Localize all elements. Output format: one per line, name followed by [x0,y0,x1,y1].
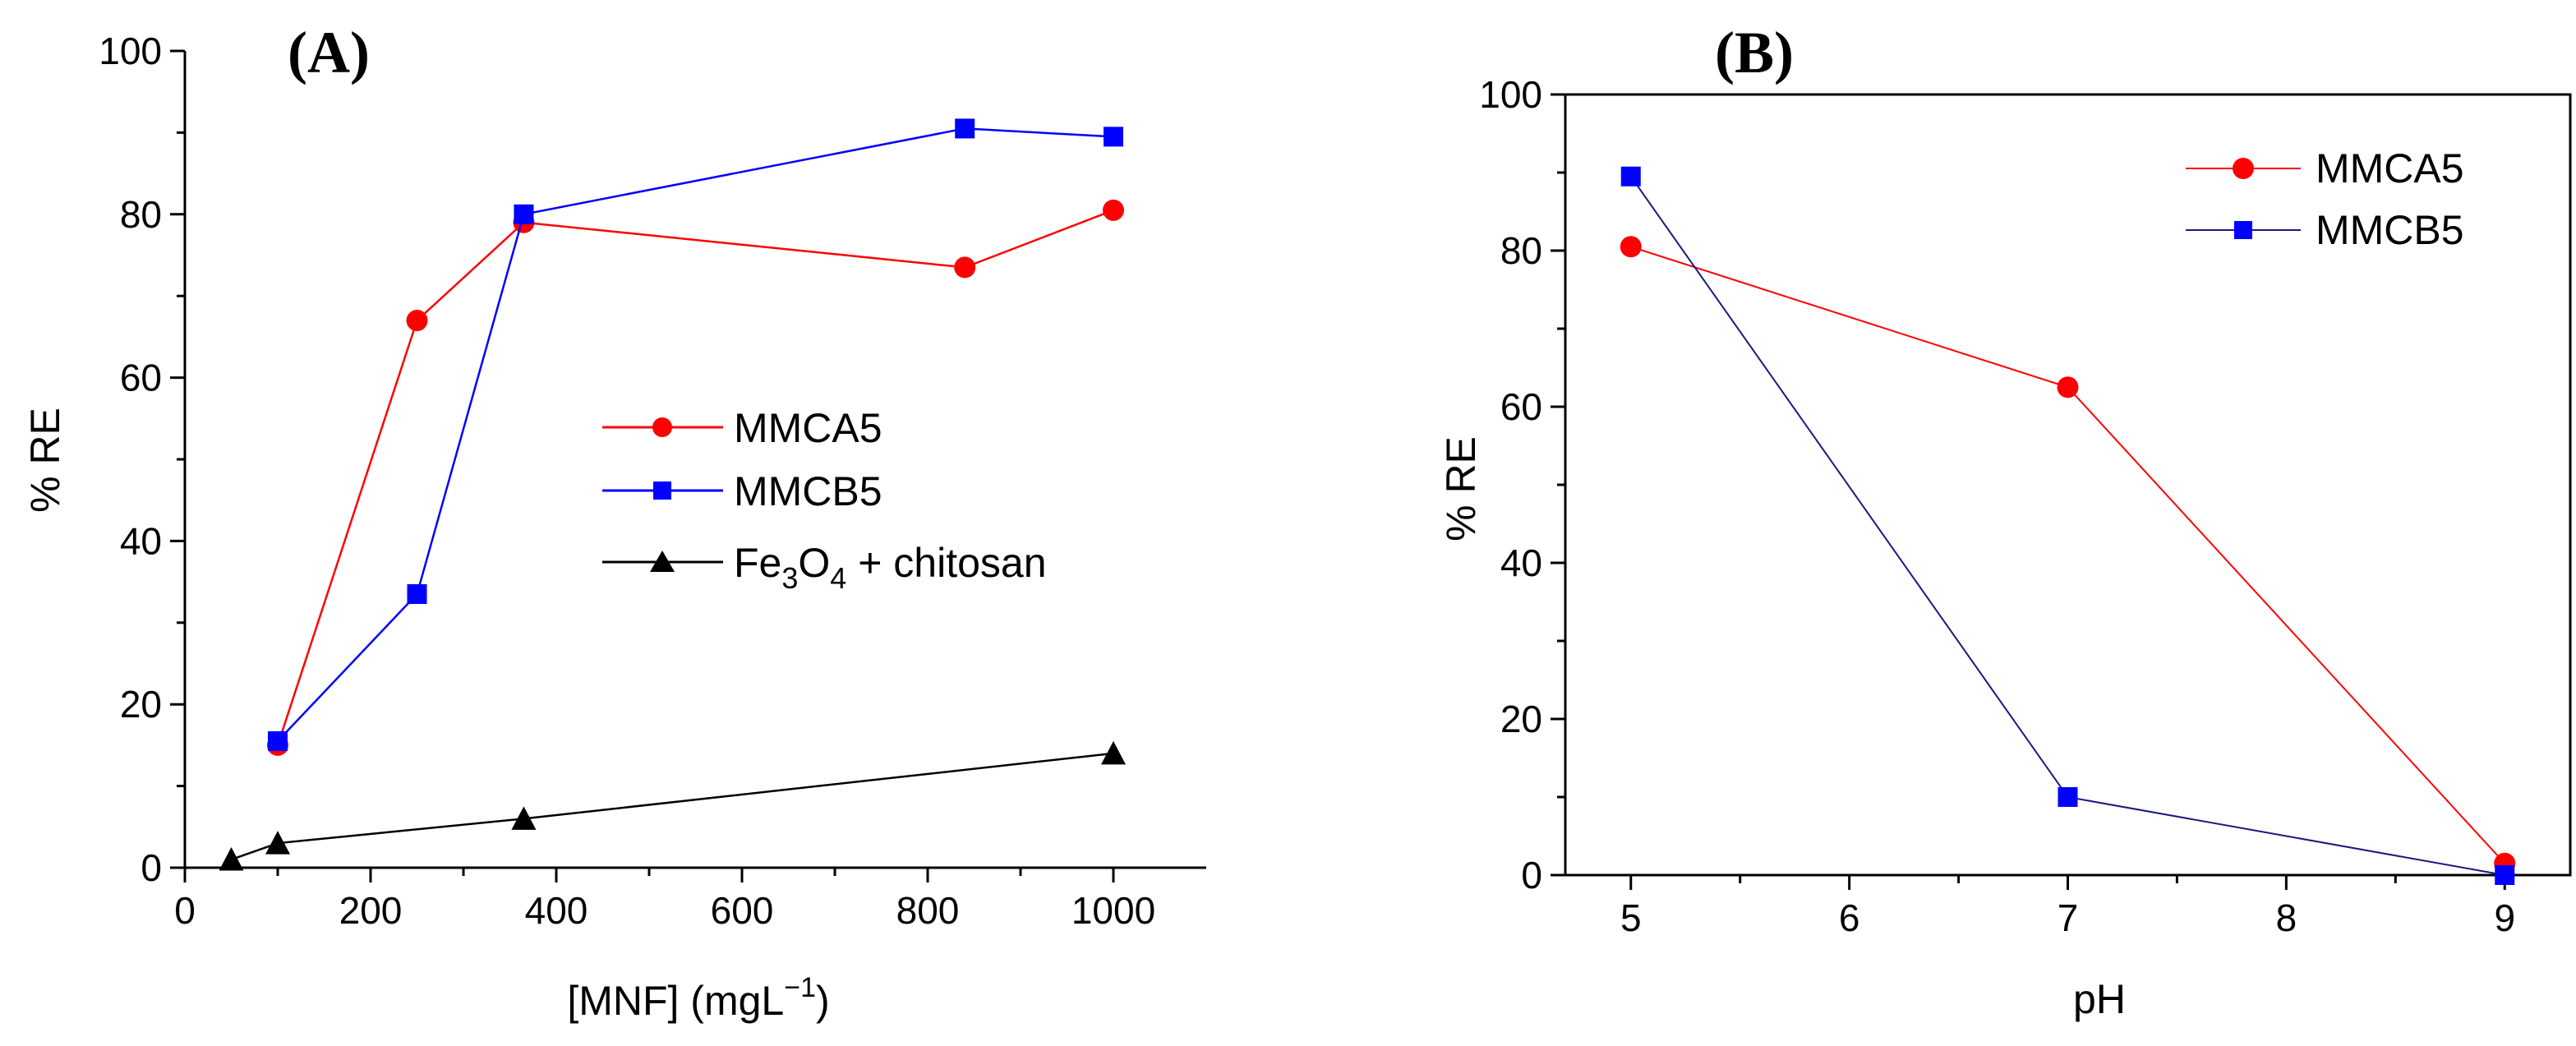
x-tick-label: 9 [2494,896,2515,939]
x-tick-label: 0 [174,889,196,932]
y-tick-label: 100 [99,30,162,72]
y-tick-label: 0 [1521,854,1542,896]
data-point-b-mmcb5 [2495,865,2515,885]
x-tick-label: 200 [339,889,403,932]
data-point-a-fe3o4-chitosan [511,806,537,830]
x-tick-label: 5 [1620,896,1642,939]
x-tick-label: 7 [2058,896,2079,939]
data-point-b-mmcb5 [2058,787,2078,807]
panel-a-ticks: 0 200 400 600 800 1000 0 20 40 60 80 100 [99,30,1155,932]
panel-a-series [219,118,1126,871]
data-point-a-mmcb5 [407,584,427,605]
series-line-a-mmca5 [276,209,1114,746]
panel-a-label: (A) [288,20,370,85]
y-tick-label: 80 [1500,229,1542,272]
panel-a-x-axis-title: [MNF] (mgL−1) [567,972,829,1024]
legend-a-marker-mmcb5 [653,482,671,500]
legend-b-marker-mmca5 [2233,158,2254,179]
x-tick-label: 600 [711,889,774,932]
panel-a: (A) 0 200 400 600 800 1000 0 20 40 60 80 100 % RE [… [22,20,1206,1024]
data-point-a-mmca5 [954,256,976,279]
legend-a-label-mmca5: MMCA5 [734,405,882,451]
panel-b: (B) 5 6 7 8 9 0 20 40 60 80 100 % RE pH MMCA5 MMCB… [1438,20,2572,1022]
panel-b-series [1620,166,2516,885]
data-point-a-mmcb5 [1104,127,1123,147]
y-tick-label: 100 [1479,73,1542,116]
y-tick-label: 20 [120,683,162,726]
data-point-a-mmca5 [1103,199,1124,221]
x-tick-label: 400 [525,889,588,932]
panel-a-y-axis-title: % RE [22,408,68,513]
legend-b-label-mmcb5: MMCB5 [2316,207,2464,253]
panel-b-x-axis-title: pH [2073,976,2126,1022]
panel-b-legend: MMCA5 MMCB5 [2186,145,2464,253]
data-point-a-mmcb5 [268,730,288,751]
data-point-a-mmcb5 [955,118,975,139]
legend-a-marker-mmca5 [652,417,672,437]
data-point-b-mmcb5 [1620,166,1641,187]
legend-a-label-mmcb5: MMCB5 [734,468,882,514]
y-tick-label: 0 [141,846,162,889]
panel-b-y-axis-title: % RE [1438,436,1484,541]
y-tick-label: 80 [120,193,162,236]
panel-b-ticks: 5 6 7 8 9 0 20 40 60 80 100 [1479,73,2515,939]
data-point-b-mmca5 [1620,236,1642,258]
panel-a-legend: MMCA5 MMCB5 Fe3O4 + chitosan [602,405,1047,595]
data-point-a-fe3o4-chitosan [265,831,290,855]
x-tick-label: 1000 [1071,889,1155,932]
data-point-b-mmca5 [2057,376,2079,399]
y-tick-label: 40 [120,519,162,562]
y-tick-label: 40 [1500,541,1542,584]
data-point-a-mmca5 [406,310,428,332]
panel-b-label: (B) [1715,20,1794,85]
y-tick-label: 20 [1500,698,1542,740]
y-tick-label: 60 [1500,385,1542,428]
series-line-a-fe3o4-chitosan [231,752,1114,861]
data-point-a-mmcb5 [514,204,534,224]
data-point-a-fe3o4-chitosan [219,847,244,871]
series-line-b-mmca5 [1630,246,2505,864]
y-tick-label: 60 [120,357,162,399]
x-tick-label: 8 [2276,896,2297,939]
legend-b-label-mmca5: MMCA5 [2316,145,2464,191]
series-line-b-mmcb5 [1629,176,2505,876]
x-tick-label: 800 [896,889,960,932]
legend-b-marker-mmcb5 [2234,221,2252,239]
x-tick-label: 6 [1839,896,1860,939]
legend-a-marker-fe3o4 [650,551,675,572]
data-point-a-fe3o4-chitosan [1101,740,1126,765]
legend-a-label-fe3o4: Fe3O4 + chitosan [734,540,1047,595]
series-line-a-mmcb5 [277,127,1114,742]
